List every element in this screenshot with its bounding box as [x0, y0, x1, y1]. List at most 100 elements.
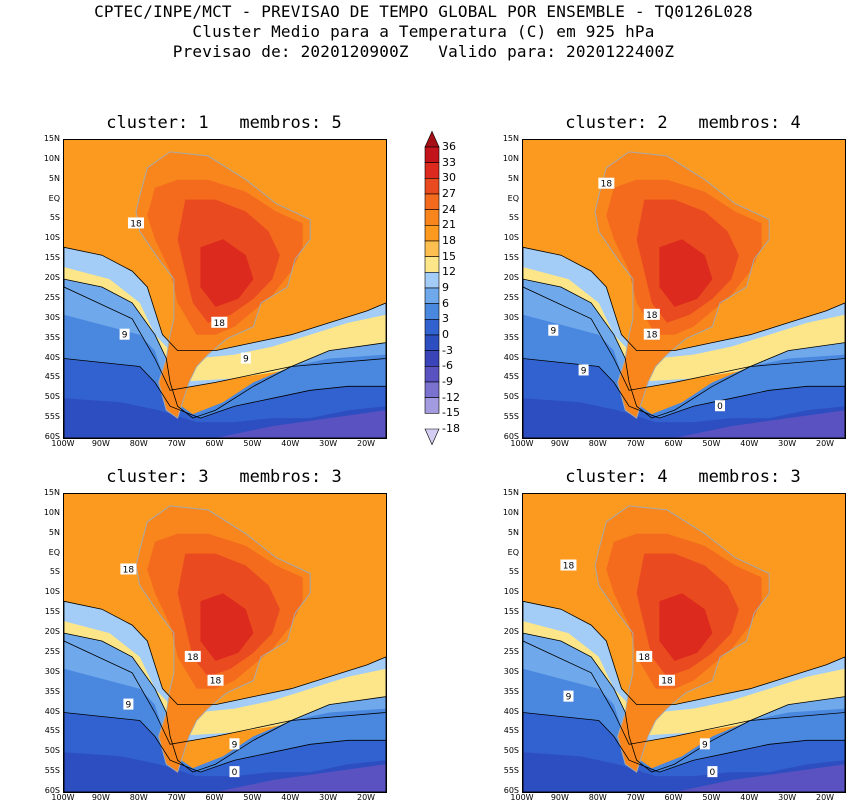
colorbar-level-label: 6	[442, 296, 449, 310]
lat-tick-label: EQ	[48, 193, 60, 203]
lat-tick-label: 20S	[44, 627, 60, 637]
contour-label: 18	[636, 650, 653, 663]
colorbar-swatch	[424, 428, 440, 446]
lon-tick-label: 60W	[205, 439, 224, 448]
colorbar-level-label: 15	[442, 249, 456, 263]
coastline	[135, 505, 311, 773]
contour-label: 0	[707, 766, 718, 778]
lon-tick-label: 60W	[664, 439, 683, 448]
colorbar-level-label: 21	[442, 218, 456, 232]
lon-tick-label: 70W	[167, 793, 186, 802]
lon-tick-label: 30W	[778, 793, 797, 802]
lat-tick-label: 35S	[44, 332, 60, 342]
lat-tick-label: 45S	[503, 726, 519, 736]
lat-tick-label: 5N	[48, 527, 60, 537]
lon-tick-label: 70W	[167, 439, 186, 448]
lat-tick-label: 10S	[503, 233, 519, 243]
colorbar-swatch	[424, 178, 440, 195]
svg-text:18: 18	[123, 565, 135, 575]
colorbar-swatch	[424, 334, 440, 351]
lon-tick-label: 100W	[51, 439, 75, 448]
svg-text:0: 0	[717, 402, 723, 412]
contour-label: 9	[563, 690, 574, 703]
lat-tick-label: 50S	[44, 392, 60, 402]
svg-text:18: 18	[563, 562, 575, 572]
lat-tick-label: 35S	[44, 686, 60, 696]
lat-tick-label: 5N	[48, 173, 60, 183]
contour-line	[64, 600, 386, 745]
colorbar-swatch	[424, 350, 440, 367]
lat-tick-label: 55S	[503, 412, 519, 422]
contour-line	[523, 632, 845, 792]
lat-tick-label: 60S	[503, 432, 519, 441]
contour-line	[64, 712, 386, 792]
lat-tick-label: 60S	[44, 432, 60, 441]
contour-label: 18	[598, 177, 615, 190]
lat-tick-label: 25S	[44, 292, 60, 302]
lat-tick-label: 35S	[503, 332, 519, 342]
lon-tick-label: 40W	[740, 439, 759, 448]
colorbar-swatch	[424, 381, 440, 398]
colorbar-level-label: -3	[442, 343, 453, 357]
lat-tick-label: 35S	[503, 686, 519, 696]
colorbar-swatch	[424, 256, 440, 273]
colorbar-level-label: 18	[442, 234, 456, 247]
lon-tick-label: 80W	[588, 793, 607, 802]
lat-tick-label: 20S	[503, 627, 519, 637]
lon-tick-label: 50W	[243, 439, 262, 448]
lat-tick-label: 10N	[502, 153, 519, 163]
colorbar-swatch	[424, 209, 440, 226]
lon-tick-label: 90W	[550, 439, 569, 448]
temperature-band-yellow	[64, 267, 386, 383]
panel-title: cluster: 3 membros: 3	[106, 467, 342, 487]
lon-tick-label: 100W	[51, 793, 75, 802]
contour-label: 0	[229, 766, 240, 778]
svg-text:9: 9	[566, 693, 572, 703]
lat-tick-label: 10N	[43, 153, 60, 163]
lat-tick-label: 5S	[508, 213, 519, 223]
temperature-band-hotter	[659, 593, 713, 661]
colorbar-level-label: 33	[442, 155, 456, 169]
lat-tick-label: 15S	[44, 253, 60, 263]
temperature-band-hotter	[659, 239, 713, 307]
svg-text:9: 9	[702, 740, 708, 750]
contour-line	[523, 712, 845, 792]
colorbar-level-label: -6	[442, 359, 453, 373]
lon-tick-label: 20W	[816, 793, 835, 802]
lon-tick-label: 30W	[319, 793, 338, 802]
colorbar-level-label: 36	[442, 140, 456, 153]
lat-tick-label: 60S	[44, 786, 60, 795]
header-title-line2: Cluster Medio para a Temperatura (C) em …	[192, 22, 655, 41]
panel-title: cluster: 2 membros: 4	[565, 113, 801, 133]
contour-label: 18	[658, 674, 675, 687]
temperature-band-yellow	[523, 621, 845, 737]
contour-label: 9	[240, 352, 251, 365]
contour-label: 9	[548, 324, 559, 337]
svg-text:18: 18	[661, 677, 673, 687]
contour-label: 18	[643, 308, 660, 321]
lat-tick-label: 15S	[503, 253, 519, 263]
colorbar-swatch	[424, 146, 440, 163]
temperature-band-purple	[215, 410, 386, 438]
colorbar-level-label: 12	[442, 265, 456, 279]
lat-tick-label: 55S	[44, 412, 60, 422]
contour-line	[523, 278, 845, 438]
lat-tick-label: 30S	[503, 666, 519, 676]
colorbar-level-label: 3	[442, 312, 449, 326]
temperature-field-svg: 18 18 18 9 9 0	[523, 505, 845, 792]
lat-tick-label: 15N	[502, 134, 519, 143]
temperature-band-yellow	[64, 621, 386, 737]
lat-tick-label: 40S	[44, 352, 60, 362]
colorbar-level-label: 0	[442, 328, 449, 341]
temperature-field-svg: 18 18 9 9	[64, 151, 386, 438]
lat-tick-label: 5N	[507, 173, 519, 183]
temperature-band-purple	[215, 764, 386, 792]
header-title-line1: CPTEC/INPE/MCT - PREVISAO DE TEMPO GLOBA…	[94, 2, 753, 21]
lat-tick-label: 40S	[44, 706, 60, 716]
lat-tick-label: 5S	[49, 213, 60, 223]
contour-label: 18	[643, 328, 660, 341]
colorbar-swatch	[424, 240, 440, 257]
colorbar-level-label: 9	[442, 281, 449, 294]
contour-line	[523, 358, 845, 438]
colorbar-swatch	[424, 130, 440, 148]
